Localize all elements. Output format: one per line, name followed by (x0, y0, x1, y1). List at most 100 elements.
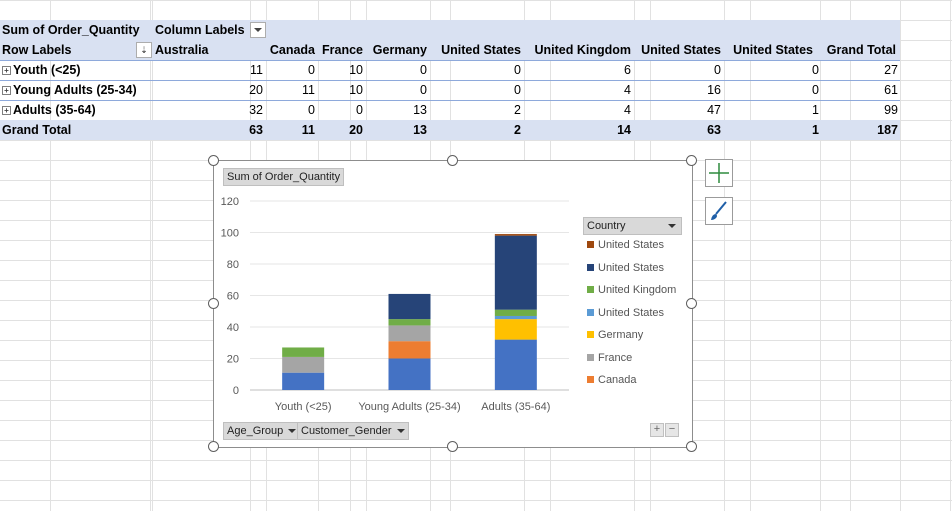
resize-handle[interactable] (208, 155, 219, 166)
table-cell[interactable]: 11 (302, 83, 315, 97)
chart-elements-button[interactable] (705, 159, 733, 187)
axis-field-chip-customer-gender[interactable]: Customer_Gender (297, 422, 409, 440)
resize-handle[interactable] (208, 298, 219, 309)
table-cell[interactable]: 0 (514, 63, 521, 77)
expand-field-button[interactable]: + (650, 423, 664, 437)
bar-segment[interactable] (494, 235, 537, 310)
table-row: + Young Adults (25-34) 20 11 10 0 0 4 16 … (0, 80, 900, 101)
table-row: + Adults (35-64) 32 0 0 13 2 4 47 1 99 (0, 100, 900, 121)
resize-handle[interactable] (686, 155, 697, 166)
table-cell[interactable]: 4 (624, 103, 631, 117)
expand-icon[interactable]: + (2, 86, 11, 95)
expand-icon[interactable]: + (2, 106, 11, 115)
bar-segment[interactable] (388, 341, 431, 359)
bar-segment[interactable] (494, 234, 537, 236)
resize-handle[interactable] (208, 441, 219, 452)
bar-segment[interactable] (388, 293, 431, 320)
table-cell[interactable]: 13 (413, 123, 427, 137)
bar-segment[interactable] (282, 372, 325, 390)
table-cell[interactable]: 0 (308, 63, 315, 77)
row-label[interactable]: + Adults (35-64) (2, 100, 96, 120)
resize-handle[interactable] (686, 441, 697, 452)
bar-segment[interactable] (282, 356, 325, 373)
legend-item[interactable]: France (587, 351, 632, 365)
bar-segment[interactable] (494, 309, 537, 316)
value-field-chip[interactable]: Sum of Order_Quantity (223, 168, 345, 186)
bar-segment[interactable] (388, 358, 431, 391)
legend-item[interactable]: Canada (587, 373, 637, 387)
column-labels-header[interactable]: Column Labels (155, 23, 245, 37)
legend-item[interactable]: United Kingdom (587, 283, 676, 297)
table-cell[interactable]: 2 (514, 103, 521, 117)
table-cell[interactable]: 4 (624, 83, 631, 97)
table-cell[interactable]: 11 (301, 123, 315, 137)
resize-handle[interactable] (447, 155, 458, 166)
column-header[interactable]: United States (733, 43, 813, 57)
row-label[interactable]: + Young Adults (25-34) (2, 80, 137, 100)
bar-segment[interactable] (494, 319, 537, 340)
bar-segment[interactable] (282, 347, 325, 357)
table-cell[interactable]: 1 (812, 123, 819, 137)
table-cell[interactable]: 10 (349, 63, 363, 77)
table-cell[interactable]: 47 (707, 103, 721, 117)
value-field-label[interactable]: Sum of Order_Quantity (2, 23, 140, 37)
axis-field-chip-age-group[interactable]: Age_Group (223, 422, 301, 440)
expand-icon[interactable]: + (2, 66, 11, 75)
legend-item[interactable]: United States (587, 261, 664, 275)
resize-handle[interactable] (447, 441, 458, 452)
table-cell[interactable]: 20 (349, 123, 363, 137)
table-cell[interactable]: 32 (249, 103, 263, 117)
legend-field-chip[interactable]: Country (583, 217, 682, 235)
column-header[interactable]: Grand Total (826, 43, 896, 57)
table-cell[interactable]: 63 (707, 123, 721, 137)
table-cell[interactable]: 11 (250, 63, 263, 77)
row-labels-sort-filter-icon[interactable]: ⇣ (136, 42, 152, 58)
bar-segment[interactable] (388, 325, 431, 342)
table-cell[interactable]: 0 (812, 83, 819, 97)
column-header[interactable]: United States (441, 43, 521, 57)
table-cell[interactable]: 13 (413, 103, 427, 117)
legend-item[interactable]: United States (587, 238, 664, 252)
table-cell[interactable]: 0 (308, 103, 315, 117)
table-cell[interactable]: 1 (812, 103, 819, 117)
table-cell[interactable]: 16 (707, 83, 721, 97)
chart-styles-button[interactable] (705, 197, 733, 225)
table-cell[interactable]: 187 (877, 123, 898, 137)
table-cell[interactable]: 27 (884, 63, 898, 77)
column-labels-filter-button[interactable] (250, 22, 266, 38)
legend-swatch (587, 308, 594, 316)
table-cell[interactable]: 6 (624, 63, 631, 77)
table-cell[interactable]: 63 (249, 123, 263, 137)
column-header[interactable]: France (322, 43, 363, 57)
table-cell[interactable]: 61 (884, 83, 898, 97)
column-header[interactable]: Australia (155, 43, 209, 57)
pivot-chart[interactable]: Sum of Order_Quantity 0 20 40 60 80 100 120 You… (213, 160, 693, 448)
bar-segment[interactable] (494, 315, 537, 320)
table-cell[interactable]: 0 (356, 103, 363, 117)
table-cell[interactable]: 0 (420, 63, 427, 77)
table-cell[interactable]: 0 (420, 83, 427, 97)
grand-total-label[interactable]: Grand Total (2, 123, 72, 137)
table-cell[interactable]: 2 (514, 123, 521, 137)
column-header[interactable]: Germany (372, 43, 427, 57)
bar-segment[interactable] (494, 339, 537, 390)
row-label[interactable]: + Youth (<25) (2, 60, 80, 80)
table-cell[interactable]: 10 (349, 83, 363, 97)
table-cell[interactable]: 0 (514, 83, 521, 97)
table-cell[interactable]: 99 (884, 103, 898, 117)
grand-total-row: Grand Total 63 11 20 13 2 14 63 1 187 (0, 120, 900, 140)
resize-handle[interactable] (686, 298, 697, 309)
column-header[interactable]: United States (641, 43, 721, 57)
bar-segment[interactable] (388, 319, 431, 326)
table-cell[interactable]: 0 (714, 63, 721, 77)
column-header[interactable]: United Kingdom (534, 43, 631, 57)
column-header[interactable]: Canada (269, 43, 315, 57)
legend-item[interactable]: United States (587, 306, 664, 320)
collapse-field-button[interactable]: − (665, 423, 679, 437)
legend-swatch (587, 376, 594, 383)
table-cell[interactable]: 0 (812, 63, 819, 77)
legend-item[interactable]: Germany (587, 328, 643, 342)
table-cell[interactable]: 20 (249, 83, 263, 97)
row-labels-header[interactable]: Row Labels (2, 43, 72, 57)
table-cell[interactable]: 14 (617, 123, 631, 137)
